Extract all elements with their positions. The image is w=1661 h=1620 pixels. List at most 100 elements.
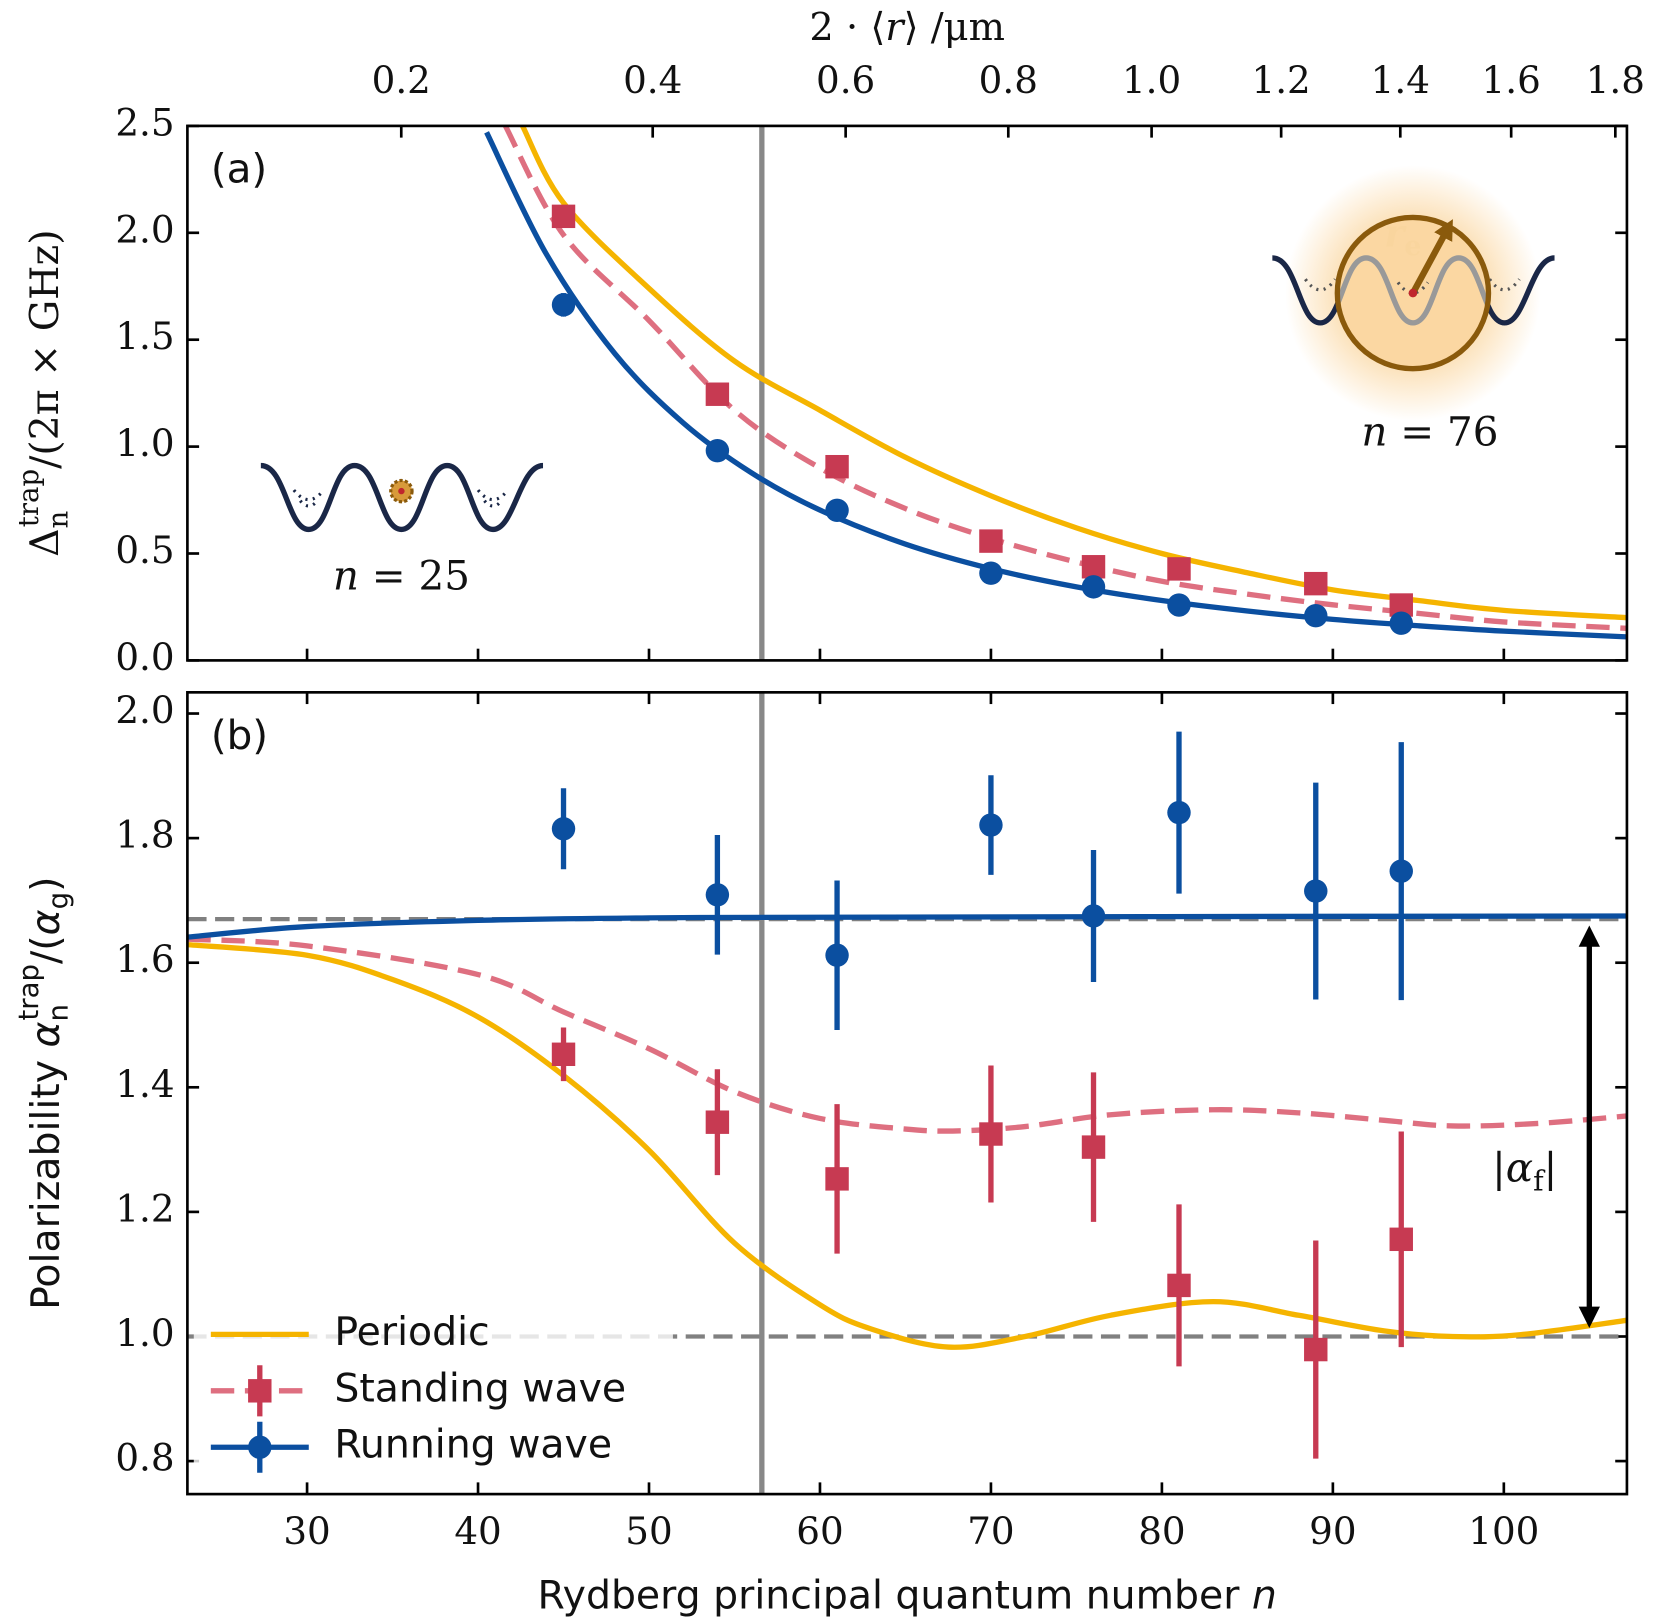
marker [825, 498, 849, 523]
marker [551, 293, 576, 317]
y-tick-label: 1.6 [115, 937, 174, 981]
y-tick-label: 1.2 [115, 1186, 174, 1230]
x-axis-label: Rydberg principal quantum number n [537, 1572, 1276, 1618]
x2-tick-label: 0.6 [816, 58, 875, 102]
legend-label: Running wave [334, 1422, 612, 1468]
x2-tick-label: 1.2 [1252, 58, 1311, 102]
marker [1081, 555, 1106, 579]
label-part: | [1544, 1143, 1558, 1191]
x2-tick-label: 0.2 [372, 58, 431, 102]
x-tick-label: 70 [967, 1509, 1014, 1553]
curve [187, 941, 1627, 1350]
x2-axis-label: 2 · ⟨r⟩ /μm [809, 5, 1005, 50]
marker [1167, 557, 1191, 581]
curve [187, 936, 1627, 1134]
marker [825, 454, 849, 479]
marker [1167, 1273, 1191, 1298]
marker [979, 561, 1003, 585]
x-tick-label: 50 [625, 1509, 672, 1553]
marker [705, 382, 730, 406]
marker [979, 1122, 1003, 1146]
marker [705, 883, 730, 907]
marker [705, 1110, 730, 1134]
y-tick-label: 1.8 [115, 813, 174, 857]
x-tick-label: 80 [1138, 1509, 1185, 1553]
marker [979, 529, 1003, 553]
inset-label: n = 25 [333, 551, 470, 599]
y-tick-label: 2.0 [115, 207, 174, 251]
label-part: f [1533, 1164, 1546, 1197]
label-part: α [1506, 1143, 1533, 1191]
radius-arrow [1410, 219, 1453, 295]
x-tick-label: 40 [454, 1509, 501, 1553]
y-tick-label: 1.5 [115, 314, 174, 358]
legend-label: Standing wave [334, 1365, 626, 1411]
y-axis-label: Δntrap/(2π × GHz) [12, 229, 75, 556]
marker [1081, 575, 1106, 599]
label-part: α [22, 909, 68, 935]
label-part: 2 · ⟨ [809, 5, 885, 50]
y-tick-label: 0.8 [115, 1436, 174, 1480]
label-part: trap [12, 469, 45, 527]
nucleus [1408, 288, 1418, 298]
marker [248, 1435, 272, 1459]
x2-tick-label: 1.6 [1482, 58, 1541, 102]
marker [1167, 593, 1191, 617]
marker [1081, 904, 1106, 928]
label-part: /( [22, 935, 68, 964]
x-tick-label: 60 [796, 1509, 843, 1553]
label-part: Rydberg principal quantum number [537, 1572, 1251, 1618]
marker [248, 1379, 272, 1403]
label-part: ) [22, 877, 68, 892]
label-part: α [22, 1021, 68, 1047]
y-tick-label: 1.4 [115, 1062, 174, 1106]
label-part: r [885, 5, 906, 50]
marker [705, 438, 730, 463]
label-part: n [41, 511, 74, 529]
axes-frame [186, 124, 1629, 662]
panel-label: (b) [211, 711, 268, 759]
marker [825, 1167, 849, 1191]
y-tick-label: 0.0 [115, 635, 174, 679]
y-axis-label: Polarizability αntrap/(αg) [12, 877, 75, 1310]
panel-label: (a) [211, 145, 267, 193]
label-part: Polarizability [22, 1047, 68, 1310]
marker [1304, 879, 1328, 903]
orbit [1334, 214, 1492, 372]
marker [1081, 1135, 1106, 1159]
y-tick-label: 2.5 [115, 100, 174, 144]
label-part: n [333, 551, 359, 599]
y-tick-label: 1.0 [115, 1311, 174, 1355]
lattice-inner [1337, 255, 1489, 326]
arrow-label: |αf| [1492, 1143, 1557, 1197]
x2-tick-label: 0.8 [979, 58, 1038, 102]
marker [1389, 1227, 1413, 1252]
x2-tick-label: 1.4 [1371, 58, 1430, 102]
atom-core [398, 487, 405, 495]
marker [825, 943, 849, 967]
label-part: | [1492, 1143, 1506, 1191]
marker [551, 817, 576, 841]
lattice-left [260, 462, 544, 533]
marker [1167, 800, 1191, 825]
label-part: /(2π × GHz) [22, 229, 68, 468]
marker [1304, 604, 1328, 628]
marker [551, 1042, 576, 1066]
x2-tick-label: 1.0 [1122, 58, 1181, 102]
curve [187, 913, 1627, 940]
curve [503, 125, 1627, 631]
label-part: ⟩ /μm [904, 5, 1005, 50]
marker [979, 813, 1003, 837]
label-part: trap [12, 964, 45, 1021]
x2-tick-label: 1.8 [1586, 58, 1645, 102]
insets [260, 165, 1556, 533]
label-part: n [1252, 1572, 1277, 1618]
marker [1389, 593, 1413, 617]
marker [1304, 571, 1328, 596]
y-tick-label: 0.5 [115, 528, 174, 572]
legend-label: Periodic [334, 1309, 489, 1355]
y-tick-label: 2.0 [115, 688, 174, 732]
marker [551, 204, 576, 229]
x-tick-label: 100 [1468, 1509, 1539, 1553]
marker [1389, 859, 1413, 883]
